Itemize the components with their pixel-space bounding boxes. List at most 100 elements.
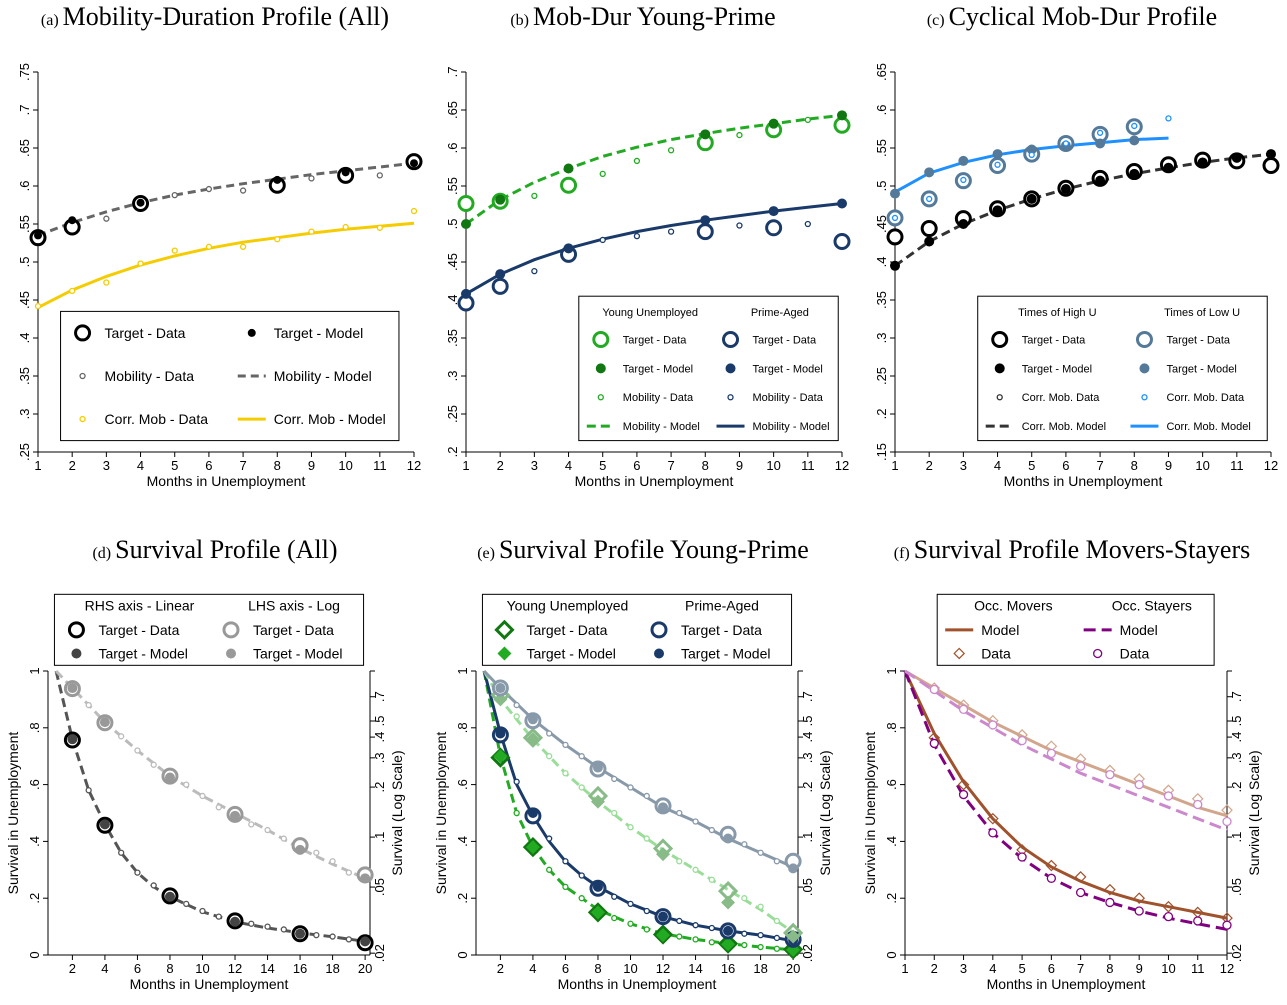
legend-box [481, 593, 793, 666]
legend-header: Times of High U [1018, 307, 1097, 319]
legend-label: Mobility - Data [105, 368, 195, 384]
y-tick-label: .75 [17, 63, 32, 81]
legend-header: LHS axis - Log [248, 597, 340, 613]
data-point [410, 207, 418, 215]
legend-label: Corr. Mob. Data [1166, 392, 1245, 404]
legend-label: Target - Data [105, 325, 186, 341]
data-point [1075, 887, 1086, 898]
legend: Young Unemployed Prime-Aged Target - Data T… [481, 593, 793, 666]
x-tick-label: 18 [753, 961, 767, 976]
right-tick-label: .05 [372, 878, 387, 896]
right-tick-label: .7 [800, 691, 815, 702]
legend-key [592, 331, 610, 349]
data-point [103, 215, 110, 222]
data-point [313, 931, 320, 939]
legend-box [936, 593, 1215, 666]
panel-title: (d) Survival Profile (All) [0, 535, 430, 565]
data-point [578, 753, 585, 760]
legend-header: Occ. Movers [974, 597, 1053, 613]
legend-label: Corr. Mob. Data [1022, 392, 1101, 404]
data-point [461, 219, 471, 229]
series-line [903, 670, 1228, 920]
y-tick-label: 1 [27, 667, 42, 674]
right-tick-label: .2 [372, 782, 387, 793]
legend-key [1093, 648, 1103, 659]
data-point [1095, 175, 1106, 186]
data-point [590, 905, 605, 920]
data-point [929, 684, 939, 695]
y-tick-label: .2 [884, 893, 899, 904]
data-point [239, 187, 247, 194]
legend: Occ. Movers Occ. Stayers Model Model Data Dat… [936, 593, 1215, 666]
x-tick-label: 8 [702, 458, 709, 473]
data-point [611, 914, 618, 922]
data-point [329, 933, 336, 940]
data-point [723, 925, 734, 936]
data-point [700, 215, 711, 226]
data-point [957, 778, 970, 791]
x-tick-label: 12 [835, 458, 849, 473]
data-point [611, 809, 618, 817]
data-point [342, 223, 349, 231]
legend-label: Target - Data [526, 622, 607, 638]
x-tick-label: 1 [891, 458, 898, 473]
x-tick-label: 7 [667, 458, 674, 473]
data-point [1129, 135, 1140, 146]
series-line [482, 670, 794, 934]
data-point [643, 792, 650, 800]
legend-key [597, 394, 604, 401]
data-point [1096, 129, 1104, 136]
right-tick-label: .3 [372, 752, 387, 763]
x-tick-label: 4 [994, 458, 1001, 473]
data-point [215, 804, 222, 811]
legend-label: Target - Data [681, 622, 762, 638]
panel-title-text: Cyclical Mob-Dur Profile [948, 2, 1218, 31]
x-tick-label: 9 [1136, 961, 1143, 976]
data-point [656, 928, 671, 943]
legend-key [991, 331, 1009, 349]
data-point [171, 247, 178, 254]
y-tick-label: .55 [874, 139, 889, 157]
x-tick-label: 2 [926, 458, 933, 473]
legend-label: Corr. Mob. Model [1022, 421, 1106, 433]
y-tick-label: .25 [445, 405, 460, 423]
data-point [34, 231, 42, 240]
data-point [308, 175, 315, 182]
data-point [696, 223, 714, 241]
legend: Times of High U Times of Low U Target - Da… [977, 295, 1268, 442]
data-point [633, 233, 641, 240]
data-point [67, 734, 78, 745]
x-axis-label: Months in Unemployment [575, 473, 734, 489]
data-point [717, 933, 739, 954]
panel-b: (b) Mob-Dur Young-Prime 1 2 3 4 5 6 7 8 9 10 11 12 M… [428, 0, 858, 500]
legend-label: Model [981, 622, 1019, 638]
data-point [531, 192, 538, 200]
data-point [34, 302, 42, 310]
data-point [1060, 184, 1071, 195]
panel-title: (f) Survival Profile Movers-Stayers [857, 535, 1287, 565]
x-tick-label: 2 [69, 961, 76, 976]
right-tick-label: .02 [372, 944, 387, 962]
data-point [736, 131, 743, 139]
right-tick-label: .1 [1229, 832, 1244, 843]
x-tick-label: 8 [594, 961, 601, 976]
x-tick-label: 10 [623, 961, 637, 976]
x-tick-label: 18 [325, 961, 339, 976]
data-point [1017, 735, 1027, 746]
data-point [667, 228, 675, 235]
data-point [958, 155, 969, 166]
legend-label: Target - Model [753, 363, 823, 375]
series-line [894, 152, 1272, 268]
y-tick-label: .8 [884, 722, 899, 733]
y-tick-label: .4 [445, 295, 460, 306]
x-axis-label: Months in Unemployment [130, 976, 289, 992]
legend-box [60, 310, 400, 442]
data-point [264, 826, 271, 834]
data-point [741, 841, 748, 848]
data-point [495, 728, 506, 739]
y-tick-label: .2 [445, 447, 460, 458]
data-point [994, 161, 1001, 168]
data-point [692, 936, 699, 943]
